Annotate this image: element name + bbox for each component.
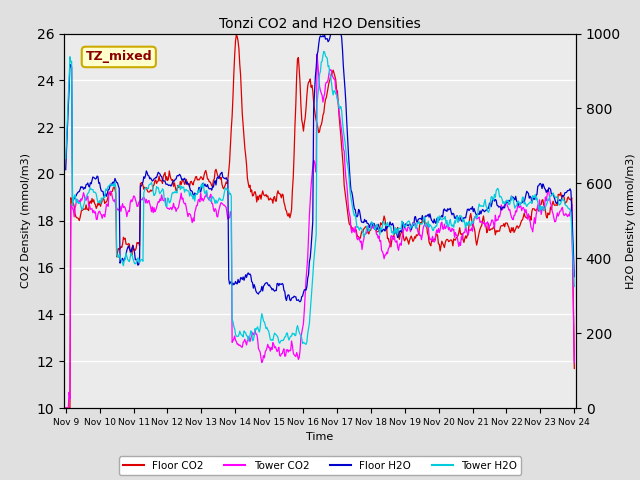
Y-axis label: H2O Density (mmol/m3): H2O Density (mmol/m3): [627, 153, 636, 288]
Title: Tonzi CO2 and H2O Densities: Tonzi CO2 and H2O Densities: [219, 17, 421, 31]
X-axis label: Time: Time: [307, 432, 333, 442]
Text: TZ_mixed: TZ_mixed: [86, 50, 152, 63]
Legend: Floor CO2, Tower CO2, Floor H2O, Tower H2O: Floor CO2, Tower CO2, Floor H2O, Tower H…: [119, 456, 521, 475]
Y-axis label: CO2 Density (mmol/m3): CO2 Density (mmol/m3): [21, 153, 31, 288]
